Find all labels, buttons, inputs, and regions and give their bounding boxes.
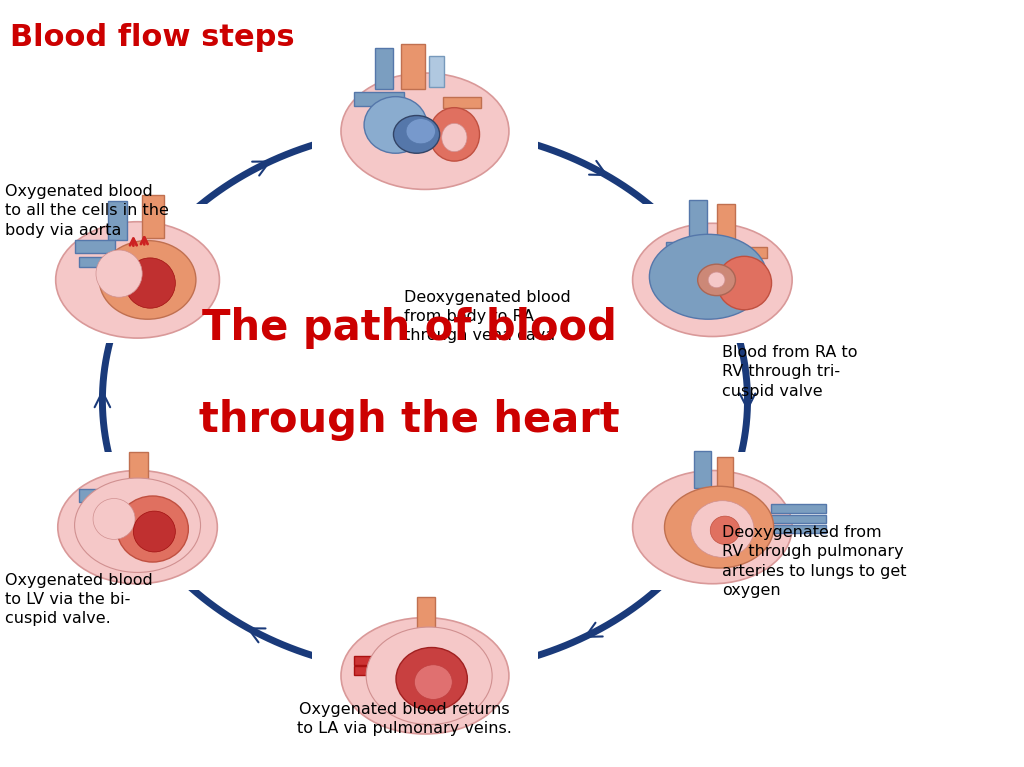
- Ellipse shape: [649, 234, 767, 319]
- Text: Oxygenated blood
to all the cells in the
body via aorta: Oxygenated blood to all the cells in the…: [5, 184, 169, 238]
- Ellipse shape: [133, 511, 175, 552]
- Bar: [735, 247, 767, 258]
- Bar: [689, 200, 708, 239]
- Text: Deoxygenated blood
from body to RA
through vena cava: Deoxygenated blood from body to RA throu…: [404, 290, 571, 344]
- Bar: [599, 205, 825, 343]
- Ellipse shape: [117, 496, 188, 562]
- Bar: [694, 451, 711, 488]
- Text: Oxygenated blood
to LV via the bi-
cuspid valve.: Oxygenated blood to LV via the bi- cuspi…: [5, 573, 153, 627]
- Bar: [401, 44, 425, 89]
- Ellipse shape: [415, 665, 453, 700]
- Bar: [667, 242, 695, 255]
- Text: through the heart: through the heart: [200, 399, 620, 441]
- Ellipse shape: [93, 499, 135, 539]
- Bar: [25, 205, 251, 343]
- Bar: [353, 92, 403, 106]
- Bar: [79, 489, 114, 502]
- Bar: [717, 456, 733, 489]
- Ellipse shape: [717, 256, 771, 310]
- Bar: [771, 515, 825, 523]
- Ellipse shape: [393, 116, 439, 153]
- Bar: [443, 97, 481, 108]
- Ellipse shape: [341, 617, 509, 734]
- Ellipse shape: [365, 97, 427, 153]
- Ellipse shape: [396, 647, 467, 710]
- Bar: [353, 657, 395, 665]
- Bar: [311, 601, 539, 739]
- Ellipse shape: [709, 272, 725, 288]
- Ellipse shape: [691, 501, 754, 558]
- Bar: [599, 452, 825, 590]
- Ellipse shape: [55, 222, 219, 338]
- Bar: [109, 201, 127, 240]
- Ellipse shape: [633, 223, 793, 337]
- Ellipse shape: [57, 470, 217, 584]
- Bar: [311, 56, 539, 194]
- Ellipse shape: [711, 516, 739, 545]
- Bar: [141, 195, 164, 238]
- Bar: [25, 452, 251, 590]
- Bar: [771, 525, 825, 533]
- Bar: [83, 506, 115, 516]
- Ellipse shape: [697, 264, 735, 295]
- Text: Blood from RA to
RV through tri-
cuspid valve: Blood from RA to RV through tri- cuspid …: [722, 345, 857, 399]
- Bar: [771, 505, 825, 512]
- Text: The path of blood: The path of blood: [202, 307, 617, 349]
- Text: Deoxygenated from
RV through pulmonary
arteries to lungs to get
oxygen: Deoxygenated from RV through pulmonary a…: [722, 525, 906, 597]
- Ellipse shape: [633, 470, 793, 584]
- Ellipse shape: [96, 250, 142, 297]
- Ellipse shape: [99, 241, 196, 319]
- Bar: [353, 667, 395, 675]
- Bar: [417, 597, 435, 634]
- Bar: [429, 56, 444, 87]
- Ellipse shape: [407, 119, 435, 144]
- Bar: [129, 452, 147, 486]
- Ellipse shape: [367, 627, 493, 725]
- Text: Oxygenated blood returns
to LA via pulmonary veins.: Oxygenated blood returns to LA via pulmo…: [297, 702, 512, 736]
- Text: Blood flow steps: Blood flow steps: [10, 23, 295, 52]
- Ellipse shape: [665, 486, 774, 568]
- Bar: [375, 48, 393, 89]
- Ellipse shape: [441, 123, 467, 152]
- Bar: [75, 240, 115, 253]
- Bar: [79, 257, 114, 268]
- Ellipse shape: [75, 478, 201, 572]
- Bar: [717, 204, 735, 240]
- Ellipse shape: [125, 258, 175, 308]
- Ellipse shape: [429, 107, 479, 161]
- Ellipse shape: [341, 73, 509, 189]
